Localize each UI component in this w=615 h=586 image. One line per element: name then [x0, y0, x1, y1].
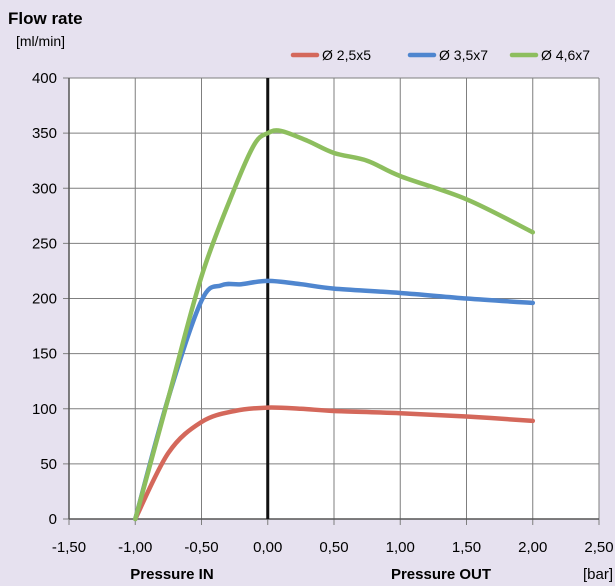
tick-labels: -1,50 -1,00 -0,50 0,00 0,50 1,00 1,50 2,00 2,50 0…	[32, 70, 614, 556]
x-tick-label: -1,00	[118, 539, 152, 556]
x-tick-label: 1,00	[386, 539, 415, 556]
x-axis-unit: [bar]	[583, 566, 613, 583]
x-tick-label: 0,50	[319, 539, 348, 556]
chart-title: Flow rate	[8, 9, 83, 28]
y-tick-label: 250	[32, 235, 57, 252]
y-tick-label: 400	[32, 70, 57, 87]
y-tick-label: 50	[40, 456, 57, 473]
y-tick-label: 350	[32, 125, 57, 142]
series-lines	[133, 128, 536, 522]
legend-label-3: Ø 4,6x7	[541, 47, 590, 63]
series-line-1	[133, 405, 536, 522]
y-tick-label: 0	[49, 511, 57, 528]
x-section-label-out: Pressure OUT	[391, 566, 491, 583]
axes	[68, 78, 599, 520]
y-tick-label: 150	[32, 346, 57, 363]
y-tick-label: 300	[32, 180, 57, 197]
x-section-label-in: Pressure IN	[130, 566, 213, 583]
y-tick-label: 200	[32, 291, 57, 308]
legend: Ø 2,5x5 Ø 3,5x7 Ø 4,6x7	[290, 47, 590, 63]
x-tick-label: -1,50	[52, 539, 86, 556]
y-tick-label: 100	[32, 401, 57, 418]
x-tick-label: 2,00	[518, 539, 547, 556]
y-axis-label: [ml/min]	[16, 33, 65, 49]
x-tick-label: 0,00	[253, 539, 282, 556]
legend-label-1: Ø 2,5x5	[322, 47, 371, 63]
series-line-3	[133, 128, 536, 522]
x-tick-label: -0,50	[184, 539, 218, 556]
x-tick-label: 1,50	[452, 539, 481, 556]
x-tick-label: 2,50	[584, 539, 613, 556]
legend-label-2: Ø 3,5x7	[439, 47, 488, 63]
